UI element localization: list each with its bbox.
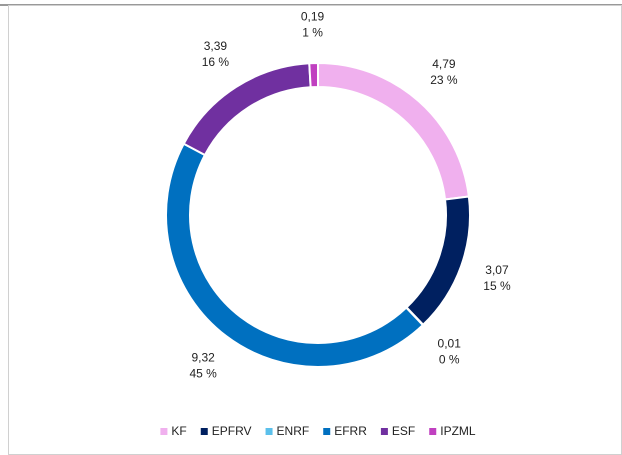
legend-label: EPFRV (212, 424, 252, 438)
legend-label: ESF (392, 424, 415, 438)
value-label: 9,32 (192, 351, 216, 365)
legend-swatch (380, 428, 388, 435)
percent-label: 0 % (439, 353, 460, 367)
donut-slice (308, 61, 319, 89)
legend-swatch (429, 428, 437, 435)
legend-label: KF (171, 424, 186, 438)
legend-swatch (160, 428, 168, 435)
donut-slice (182, 62, 312, 157)
legend-label: EFRR (334, 424, 367, 438)
legend-label: IPZML (440, 424, 476, 438)
donut-slice (405, 195, 471, 327)
legend-swatch (200, 428, 208, 435)
value-label: 3,39 (204, 39, 228, 53)
value-label: 0,01 (438, 337, 462, 351)
value-label: 3,07 (485, 263, 509, 277)
percent-label: 23 % (430, 73, 458, 87)
percent-label: 15 % (483, 279, 511, 293)
percent-label: 16 % (202, 55, 230, 69)
donut-slice (165, 142, 425, 368)
legend-swatch (265, 428, 273, 435)
percent-label: 45 % (190, 367, 218, 381)
legend-swatch (323, 428, 331, 435)
legend-label: ENRF (277, 424, 310, 438)
percent-label: 1 % (302, 25, 323, 39)
value-label: 0,19 (301, 9, 325, 23)
value-label: 4,79 (432, 57, 456, 71)
